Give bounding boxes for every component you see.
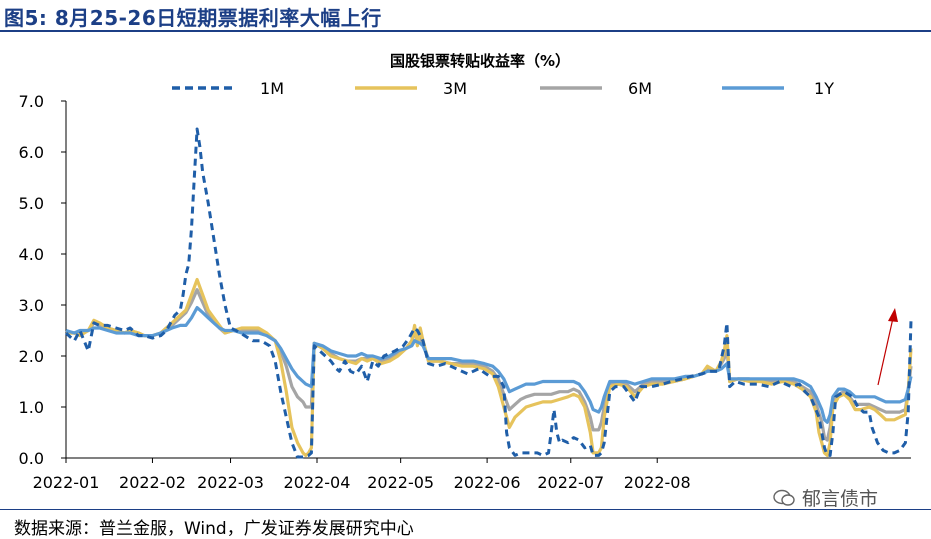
x-tick-label: 2022-05: [367, 473, 434, 492]
watermark: 郁言债市: [772, 484, 878, 511]
legend-label: 6M: [628, 79, 652, 98]
y-tick-label: 2.0: [19, 347, 44, 366]
annotations: [877, 308, 898, 386]
axes: 0.0 1.0 2.0 3.0 4.0 5.0 6.0 7.0 2022-01 2022-02 20…: [19, 92, 911, 492]
bottom-rule: [0, 509, 931, 510]
series-line-3m: [66, 277, 913, 457]
figure-title: 图5: 8月25-26日短期票据利率大幅上行: [4, 6, 382, 30]
series-line-1m: [64, 127, 913, 459]
series-lines: [64, 127, 913, 459]
y-tick-label: 0.0: [19, 449, 44, 468]
y-tick-label: 1.0: [19, 398, 44, 417]
x-tick-label: 2022-03: [197, 473, 264, 492]
x-tick-label: 2022-06: [454, 473, 521, 492]
y-tick-label: 7.0: [19, 92, 44, 111]
x-tick-label: 2022-07: [537, 473, 604, 492]
source-note: 数据来源：普兰金服，Wind，广发证券发展研究中心: [14, 519, 414, 539]
legend-label: 1M: [260, 79, 284, 98]
series-line-6m: [66, 288, 913, 442]
legend-label: 3M: [443, 79, 467, 98]
chart-title: 国股银票转贴收益率（%）: [390, 52, 570, 70]
legend: 1M 3M 6M 1Y: [172, 79, 834, 98]
line-chart: 国股银票转贴收益率（%） 1M 3M 6M 1Y 0.0 1.0 2.0 3.0 4.0 5.0…: [19, 52, 913, 492]
arrow-head-icon: [888, 308, 898, 322]
x-tick-label: 2022-08: [624, 473, 691, 492]
x-tick-label: 2022-04: [284, 473, 351, 492]
y-tick-label: 5.0: [19, 194, 44, 213]
y-tick-label: 3.0: [19, 296, 44, 315]
x-tick-label: 2022-02: [119, 473, 186, 492]
watermark-text: 郁言债市: [802, 488, 879, 510]
arrow-shaft: [877, 317, 894, 386]
chat-bubble-icon: [773, 489, 795, 506]
title-rule: [0, 30, 931, 32]
series-line-1y: [65, 306, 913, 424]
x-tick-label: 2022-01: [33, 473, 100, 492]
y-tick-label: 4.0: [19, 245, 44, 264]
y-tick-label: 6.0: [19, 143, 44, 162]
legend-label: 1Y: [814, 79, 834, 98]
